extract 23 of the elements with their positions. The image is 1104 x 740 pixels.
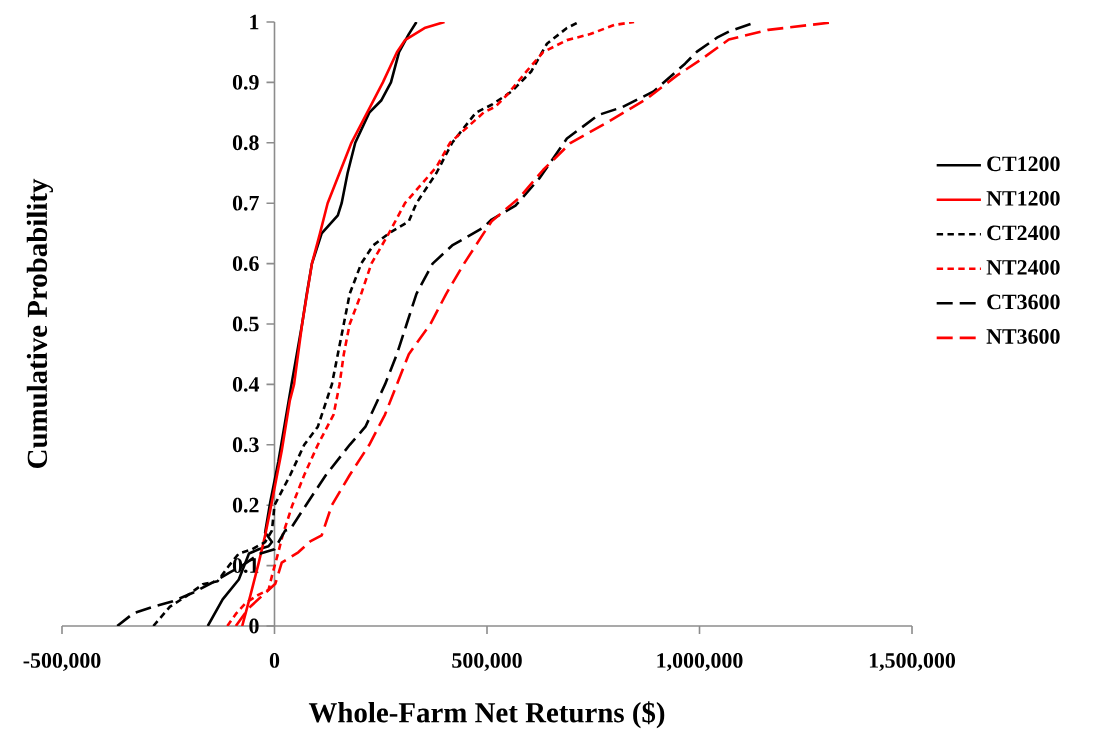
y-tick-label: 0.5 [232, 316, 259, 332]
y-tick-label: 0.2 [232, 497, 259, 513]
x-tick-label: 500,000 [452, 653, 522, 672]
x-tick-label: 1,500,000 [869, 653, 956, 672]
y-tick-label: 0.8 [232, 135, 259, 151]
legend-label: NT3600 [986, 329, 1060, 344]
y-tick-label: 0.7 [232, 195, 259, 211]
y-tick-label: 0.9 [232, 74, 259, 90]
y-tick-label: 0 [249, 618, 259, 634]
legend-label: CT2400 [987, 225, 1060, 241]
x-tick-label: -500,000 [23, 653, 101, 672]
legend-label: CT1200 [987, 156, 1060, 172]
y-tick-label: 1 [250, 14, 259, 30]
legend-label: NT2400 [986, 260, 1060, 275]
x-tick-label: 0 [269, 653, 280, 668]
y-tick-label: 0.4 [232, 376, 260, 392]
legend-label: NT1200 [986, 190, 1060, 206]
x-tick-label: 1,000,000 [657, 653, 743, 672]
x-axis-title: Whole-Farm Net Returns ($) [308, 701, 665, 729]
legend-label: CT3600 [987, 294, 1060, 310]
y-axis-title: Cumulative Probability [26, 178, 54, 468]
y-tick-label: 0.3 [232, 437, 259, 453]
y-tick-label: 0.6 [232, 256, 259, 272]
